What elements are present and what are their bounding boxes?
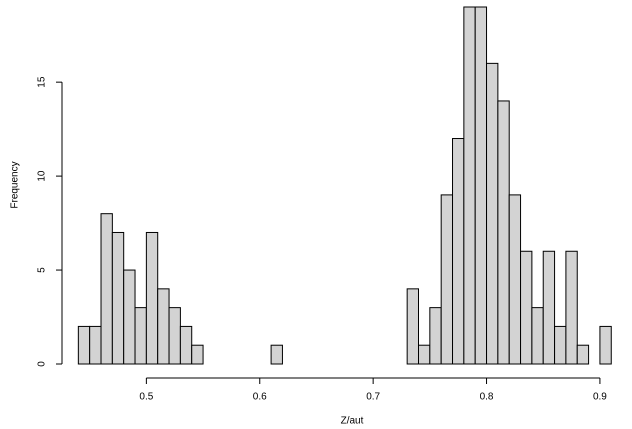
bar (270, 344, 283, 365)
bar (191, 344, 204, 365)
bar (554, 325, 567, 365)
bar (486, 62, 499, 365)
x-axis-label: Z/aut (341, 416, 364, 427)
bar (531, 307, 544, 365)
bar (542, 250, 556, 365)
bar (474, 6, 488, 365)
bar (134, 307, 147, 365)
bar (429, 307, 442, 365)
bar (145, 231, 159, 365)
bar (168, 307, 181, 365)
x-tick-label: 0.8 (480, 392, 494, 403)
bar (440, 194, 454, 365)
y-tick-label: 10 (37, 170, 48, 182)
bar (565, 250, 578, 365)
bar (463, 6, 476, 365)
x-tick-label: 0.5 (139, 392, 153, 403)
bar (508, 194, 522, 365)
bar (520, 250, 533, 365)
y-tick-label: 0 (37, 361, 48, 367)
y-tick-label: 15 (37, 76, 48, 88)
x-tick-label: 0.6 (253, 392, 267, 403)
bar (418, 344, 431, 365)
bar (576, 344, 590, 365)
bar (406, 288, 420, 365)
bar (452, 138, 465, 365)
bar (599, 325, 612, 365)
bar (123, 269, 136, 365)
y-tick-label: 5 (37, 267, 48, 273)
bar (179, 325, 193, 365)
bar (497, 100, 510, 365)
bar (100, 213, 113, 365)
y-axis-label: Frequency (10, 161, 21, 208)
bar (157, 288, 170, 365)
x-tick-label: 0.9 (593, 392, 607, 403)
bar (111, 231, 125, 365)
x-tick-label: 0.7 (366, 392, 380, 403)
bar (77, 325, 91, 365)
bar (89, 325, 102, 365)
